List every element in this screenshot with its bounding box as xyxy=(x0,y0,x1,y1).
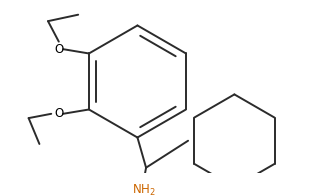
Text: O: O xyxy=(54,43,63,56)
Text: O: O xyxy=(54,107,63,120)
Text: NH$_2$: NH$_2$ xyxy=(132,183,156,195)
